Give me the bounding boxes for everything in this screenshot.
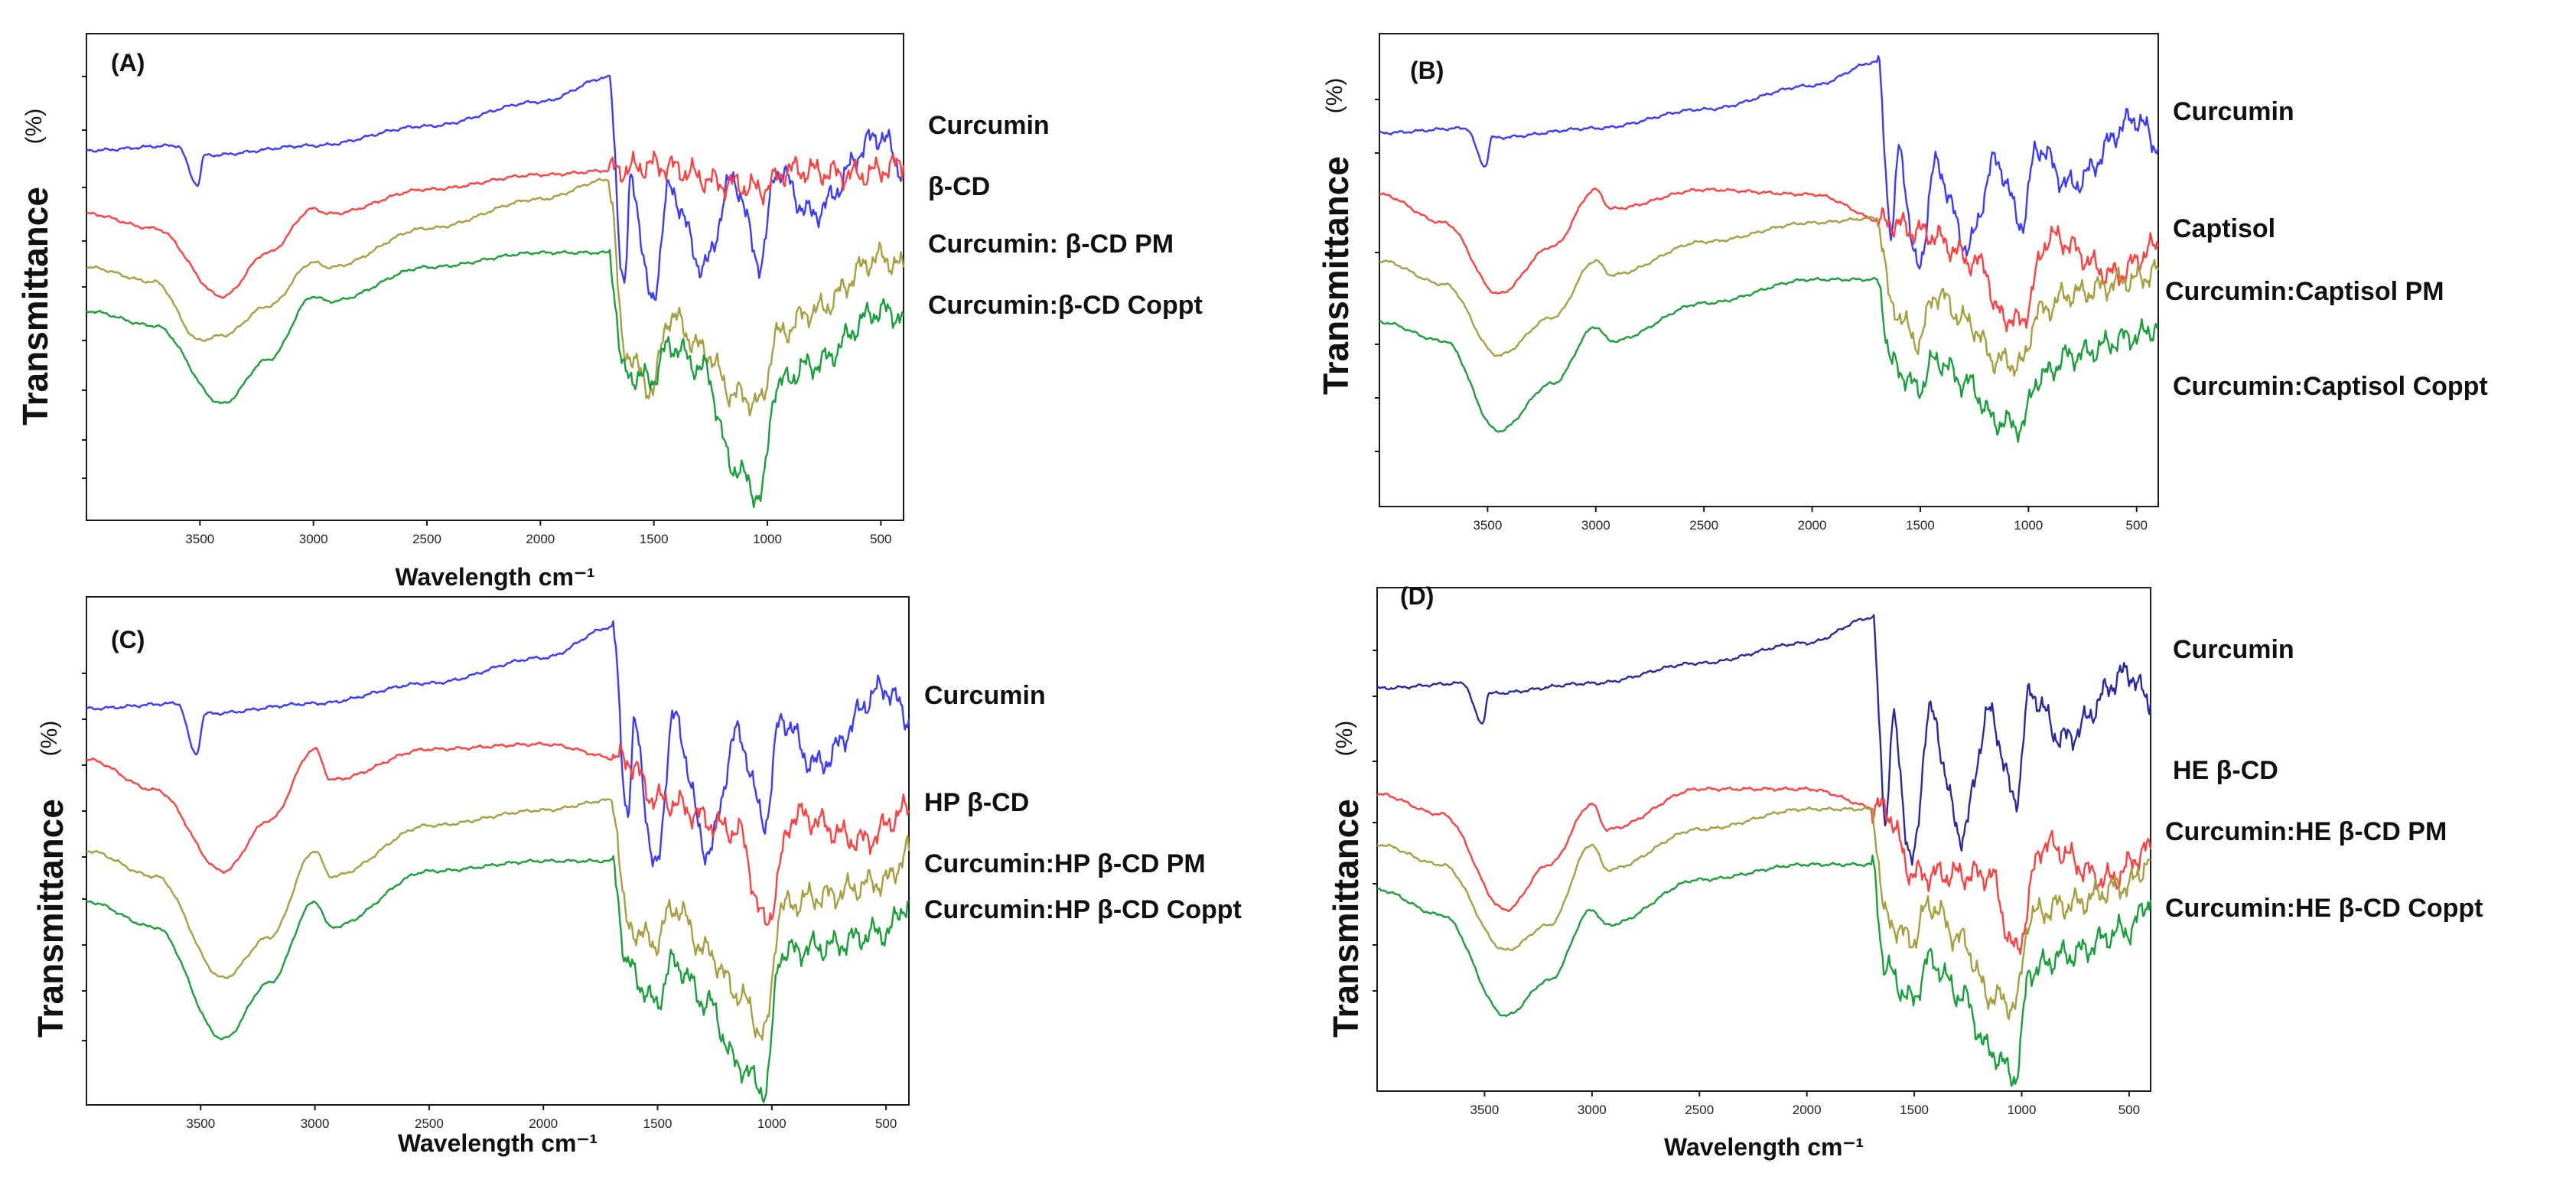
x-tick-label: 2000 bbox=[1793, 1103, 1822, 1117]
panel-label: (D) bbox=[1400, 582, 1434, 610]
chart-panel-d: 3500 3000 2500 2000 1500 1000 500 Curcumin HE β-… bbox=[1326, 582, 2483, 1161]
legend-label: Curcumin:HE β-CD Coppt bbox=[2165, 894, 2483, 923]
series-line-1 bbox=[1379, 55, 2160, 270]
series-line-4 bbox=[1379, 276, 2159, 443]
series-line-3 bbox=[1379, 215, 2160, 377]
series-line-1 bbox=[86, 74, 905, 301]
x-tick-label: 3500 bbox=[185, 532, 214, 546]
x-tick-label: 3500 bbox=[186, 1116, 215, 1131]
panel-label: (B) bbox=[1410, 57, 1444, 84]
y-axis-unit: (%) bbox=[1322, 78, 1347, 114]
x-tick-label: 500 bbox=[870, 532, 891, 546]
legend-label: Curcumin: β-CD PM bbox=[928, 230, 1174, 259]
x-tick-label: 1000 bbox=[753, 532, 782, 546]
x-tick-label: 1500 bbox=[643, 1116, 672, 1131]
panel-label: (C) bbox=[111, 626, 145, 653]
series-line-4 bbox=[86, 855, 910, 1103]
legend-label: Curcumin:β-CD Coppt bbox=[928, 291, 1203, 320]
y-axis-unit: (%) bbox=[37, 721, 62, 757]
chart-panel-a: 3500 3000 2500 2000 1500 1000 500 Curcumin β-CD C… bbox=[15, 33, 1203, 591]
x-tick-label: 2500 bbox=[1689, 518, 1718, 533]
panel-label: (A) bbox=[111, 49, 145, 77]
y-axis-label: Transmittance bbox=[15, 187, 55, 425]
y-axis-label: Transmittance bbox=[31, 799, 70, 1038]
y-axis-label: Transmittance bbox=[1326, 799, 1366, 1038]
legend-label: Captisol bbox=[2173, 214, 2275, 243]
series-line-3 bbox=[86, 798, 910, 1041]
series-line-2 bbox=[86, 741, 910, 926]
series-line-2 bbox=[1379, 187, 2160, 333]
y-axis-unit: (%) bbox=[1332, 721, 1357, 757]
x-tick-label: 3500 bbox=[1470, 1103, 1500, 1117]
x-tick-label: 1500 bbox=[1900, 1103, 1929, 1117]
series-line-4 bbox=[1376, 854, 2152, 1087]
legend-label: Curcumin bbox=[924, 681, 1046, 710]
x-tick-label: 500 bbox=[2118, 1103, 2140, 1117]
chart-panel-b: 3500 3000 2500 2000 1500 1000 500 Curcumin Capti… bbox=[1316, 33, 2488, 533]
legend-label: Curcumin:HP β-CD PM bbox=[924, 849, 1206, 878]
plot-frame bbox=[86, 33, 904, 521]
chart-panel-c: 3500 3000 2500 2000 1500 1000 500 Curcumin HP β-… bbox=[31, 596, 1242, 1157]
plot-frame bbox=[1376, 587, 2151, 1092]
x-tick-label: 2000 bbox=[526, 532, 555, 546]
x-tick-label: 3000 bbox=[1581, 518, 1610, 533]
x-tick-label: 2000 bbox=[1798, 518, 1827, 533]
x-tick-label: 3000 bbox=[1578, 1103, 1607, 1117]
legend-label: Curcumin bbox=[2173, 97, 2294, 126]
x-tick-label: 2000 bbox=[529, 1116, 558, 1131]
legend-label: Curcumin:Captisol Coppt bbox=[2173, 372, 2488, 401]
series-line-3 bbox=[86, 178, 905, 417]
series-line-4 bbox=[86, 249, 905, 509]
x-tick-label: 1000 bbox=[2008, 1103, 2037, 1117]
legend-label: Curcumin bbox=[2173, 635, 2294, 664]
legend-label: Curcumin:Captisol PM bbox=[2165, 277, 2444, 306]
y-axis-label: Transmittance bbox=[1316, 156, 1356, 395]
legend-label: HE β-CD bbox=[2173, 756, 2278, 785]
legend-label: Curcumin:HP β-CD Coppt bbox=[924, 895, 1242, 924]
x-tick-label: 1500 bbox=[640, 532, 669, 546]
x-tick-label: 500 bbox=[875, 1116, 897, 1131]
legend-label: Curcumin:HE β-CD PM bbox=[2165, 817, 2447, 846]
x-tick-label: 3500 bbox=[1473, 518, 1502, 533]
series-line-3 bbox=[1376, 806, 2151, 1021]
legend-label: Curcumin bbox=[928, 111, 1050, 140]
x-tick-label: 1000 bbox=[757, 1116, 786, 1131]
x-axis-label: Wavelength cm⁻¹ bbox=[398, 1129, 598, 1157]
x-axis-label: Wavelength cm⁻¹ bbox=[1664, 1133, 1864, 1161]
x-tick-label: 1000 bbox=[2014, 518, 2043, 533]
x-tick-label: 2500 bbox=[415, 1116, 444, 1131]
legend-label: β-CD bbox=[928, 172, 990, 201]
x-tick-label: 2500 bbox=[1685, 1103, 1714, 1117]
y-axis-unit: (%) bbox=[21, 109, 47, 145]
series-line-1 bbox=[1376, 614, 2152, 866]
x-tick-label: 3000 bbox=[299, 532, 328, 546]
x-tick-label: 500 bbox=[2126, 518, 2148, 533]
legend-label: HP β-CD bbox=[924, 788, 1029, 817]
x-tick-label: 3000 bbox=[301, 1116, 330, 1131]
x-tick-label: 1500 bbox=[1906, 518, 1935, 533]
series-line-2 bbox=[86, 150, 905, 299]
series-line-1 bbox=[86, 620, 910, 868]
x-tick-label: 2500 bbox=[412, 532, 441, 546]
x-axis-label: Wavelength cm⁻¹ bbox=[395, 563, 594, 591]
series-line-2 bbox=[1376, 786, 2152, 956]
